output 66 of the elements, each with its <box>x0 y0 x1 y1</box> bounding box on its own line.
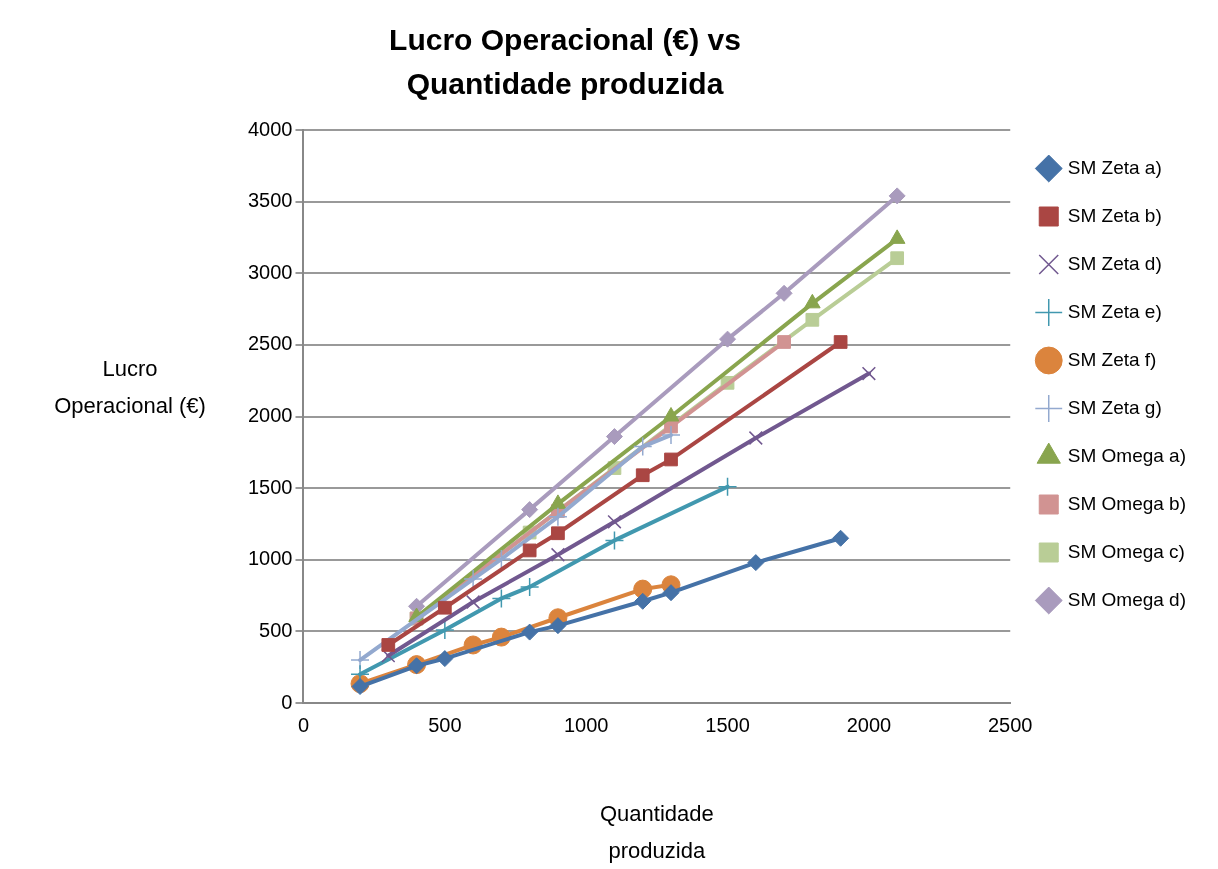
point <box>466 594 481 610</box>
point <box>747 554 765 572</box>
legend-label: SM Zeta a) <box>1067 156 1162 178</box>
point <box>662 584 680 602</box>
legend-label: SM Zeta f) <box>1067 348 1157 370</box>
legend-label: SM Omega c) <box>1067 540 1185 562</box>
x-tick-label: 2000 <box>846 713 892 736</box>
y-tick-label: 1000 <box>247 547 293 570</box>
y-tick-label: 3500 <box>247 189 293 212</box>
y-tick-label: 4000 <box>247 117 293 140</box>
point <box>775 284 793 302</box>
point <box>519 577 540 597</box>
point <box>719 330 737 348</box>
y-tick-label: 3000 <box>247 260 293 283</box>
point <box>888 187 906 205</box>
point <box>661 425 681 445</box>
point <box>605 428 623 446</box>
point <box>491 588 512 609</box>
legend-label: SM Zeta d) <box>1067 252 1162 274</box>
point <box>436 650 454 668</box>
point <box>521 623 539 641</box>
point <box>805 312 820 327</box>
legend-label: SM Zeta b) <box>1067 204 1162 226</box>
point <box>548 507 568 527</box>
x-tick-label: 1500 <box>705 713 750 736</box>
point <box>664 452 678 467</box>
chart-title: Lucro Operacional (€) vs Quantidade produzida <box>389 23 741 101</box>
point <box>435 620 455 640</box>
point <box>549 617 567 635</box>
point <box>832 529 850 547</box>
point <box>890 251 905 266</box>
point <box>662 407 680 422</box>
x-tick-label: 0 <box>297 713 310 736</box>
point <box>463 569 483 589</box>
point <box>861 366 877 381</box>
y-tick-label: 500 <box>259 618 293 641</box>
point <box>748 430 763 446</box>
point <box>491 549 512 569</box>
x-tick-label: 2500 <box>987 713 1033 736</box>
y-tick-label: 1500 <box>247 475 293 498</box>
legend-label: SM Zeta e) <box>1067 300 1162 322</box>
y-tick-label: 2500 <box>247 332 293 355</box>
legend-label: SM Zeta g) <box>1067 396 1162 418</box>
point <box>635 468 650 483</box>
point <box>551 526 565 541</box>
x-axis-title: Quantidade produzida <box>599 801 714 864</box>
y-tick-label: 2000 <box>247 404 293 427</box>
point <box>521 501 539 519</box>
point <box>607 514 622 529</box>
point <box>522 543 537 558</box>
point <box>604 530 625 551</box>
x-tick-label: 500 <box>428 713 462 736</box>
y-axis-title: Lucro Operacional (€) <box>54 356 206 419</box>
point <box>833 335 848 349</box>
point <box>550 547 566 562</box>
point <box>632 436 653 457</box>
legend-label: SM Omega d) <box>1067 588 1187 610</box>
point <box>777 335 791 349</box>
point <box>717 476 738 497</box>
legend-label: SM Omega a) <box>1067 444 1187 466</box>
point <box>634 592 652 610</box>
legend-label: SM Omega b) <box>1067 492 1187 514</box>
point <box>437 600 452 615</box>
y-tick-label: 0 <box>281 690 293 713</box>
point <box>381 638 396 652</box>
x-tick-label: 1000 <box>563 713 609 736</box>
